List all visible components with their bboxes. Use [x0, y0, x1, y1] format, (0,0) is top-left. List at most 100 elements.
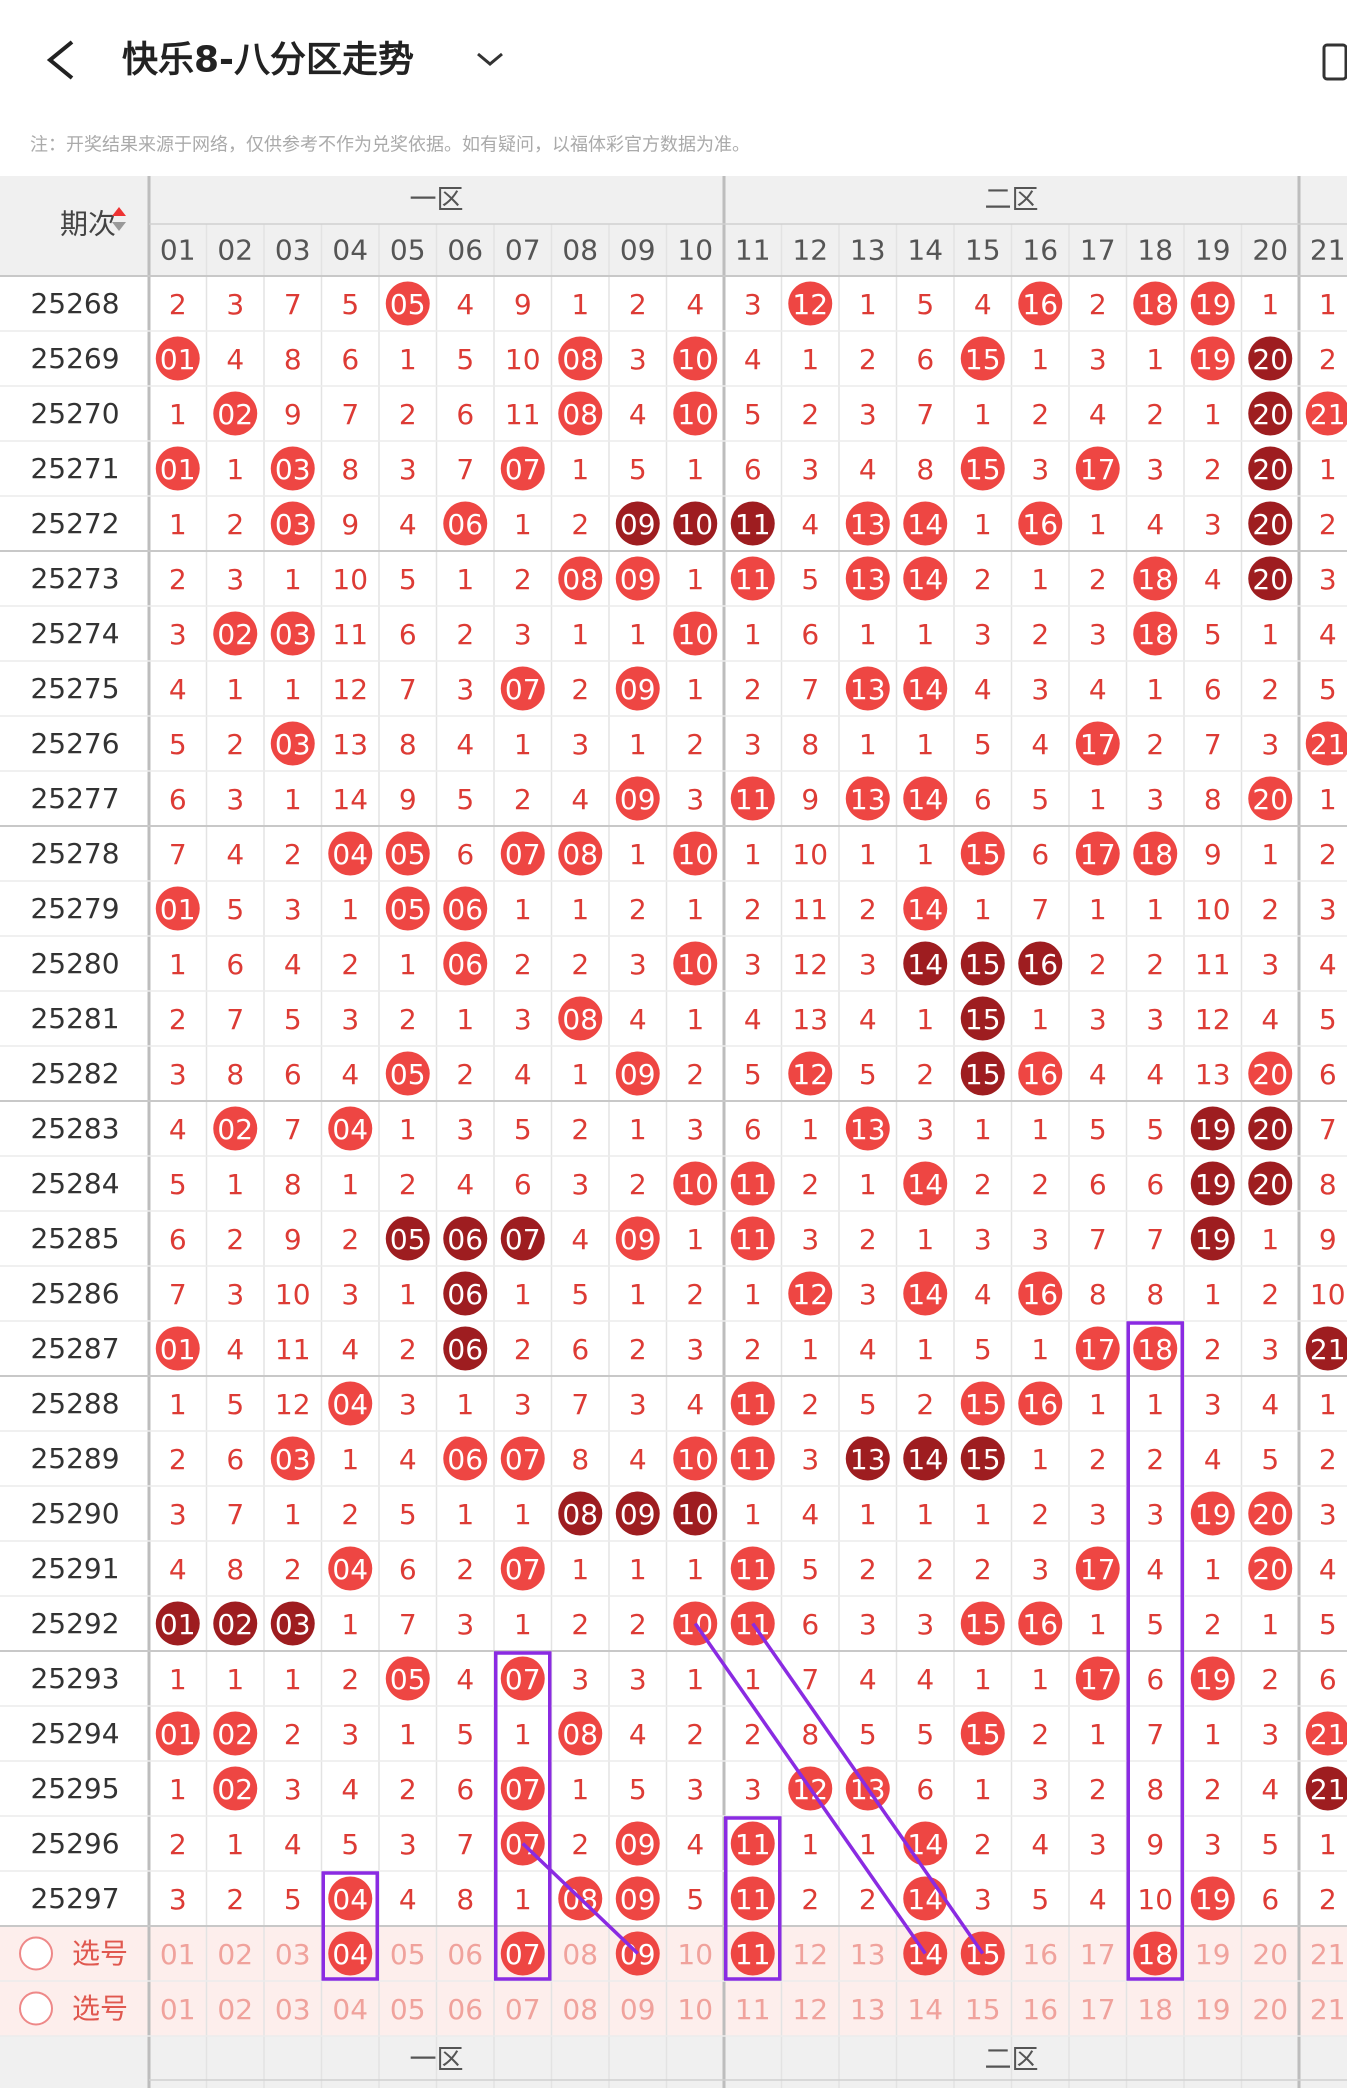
omission-number: 3 — [686, 783, 704, 816]
issue-number: 25293 — [30, 1662, 119, 1695]
omission-number: 2 — [284, 1718, 302, 1751]
ball-number: 08 — [562, 343, 598, 376]
omission-number: 3 — [974, 1883, 992, 1916]
ball-number: 15 — [965, 1938, 1001, 1971]
omission-number: 13 — [850, 1938, 886, 1971]
ball-number: 05 — [390, 1058, 426, 1091]
issue-number: 25277 — [30, 782, 119, 815]
omission-number: 3 — [1089, 1003, 1107, 1036]
issue-number: 25284 — [30, 1167, 119, 1200]
ball-number: 07 — [505, 1663, 541, 1696]
ball-number: 01 — [160, 1333, 196, 1366]
ball-number: 09 — [620, 673, 656, 706]
ball-number: 16 — [1022, 948, 1058, 981]
ball-number: 09 — [620, 1883, 656, 1916]
omission-number: 06 — [447, 1938, 483, 1971]
ball — [1190, 1106, 1235, 1151]
ball — [903, 1436, 948, 1481]
ball — [155, 336, 200, 381]
page-title[interactable]: 快乐8-八分区走势 — [122, 40, 414, 81]
omission-number: 2 — [399, 1003, 417, 1036]
omission-number: 3 — [859, 948, 877, 981]
omission-number: 3 — [1261, 1333, 1279, 1366]
omission-number: 1 — [686, 1003, 704, 1036]
omission-number: 1 — [1261, 618, 1279, 651]
omission-number: 3 — [284, 893, 302, 926]
omission-number: 2 — [801, 1883, 819, 1916]
title-dropdown[interactable] — [477, 52, 503, 66]
omission-number: 2 — [1031, 1498, 1049, 1531]
omission-number: 1 — [284, 1663, 302, 1696]
omission-number: 2 — [744, 1333, 762, 1366]
omission-number: 1 — [629, 728, 647, 761]
ball-number: 19 — [1195, 1168, 1231, 1201]
omission-number: 5 — [1031, 1883, 1049, 1916]
ball — [1133, 556, 1178, 601]
omission-number: 4 — [456, 288, 474, 321]
ball — [903, 1161, 948, 1206]
ball-number: 02 — [217, 1773, 253, 1806]
ball-number: 20 — [1252, 1113, 1288, 1146]
omission-number: 4 — [801, 1498, 819, 1531]
ball — [673, 611, 718, 656]
ball-number: 20 — [1252, 453, 1288, 486]
omission-number: 5 — [686, 1883, 704, 1916]
omission-number: 1 — [284, 783, 302, 816]
omission-number: 1 — [859, 1498, 877, 1531]
omission-number: 6 — [1319, 1663, 1337, 1696]
omission-number: 5 — [1031, 783, 1049, 816]
omission-number: 5 — [571, 1278, 589, 1311]
sort-icon[interactable] — [112, 222, 126, 231]
omission-number: 1 — [744, 1498, 762, 1531]
menu-icon[interactable] — [1322, 43, 1347, 81]
ball-number: 05 — [390, 838, 426, 871]
omission-number: 4 — [571, 783, 589, 816]
omission-number: 1 — [514, 1608, 532, 1641]
omission-number: 11 — [275, 1333, 311, 1366]
omission-number: 2 — [571, 508, 589, 541]
omission-number: 2 — [1089, 563, 1107, 596]
ball — [673, 941, 718, 986]
back-button[interactable] — [46, 40, 74, 80]
omission-number: 9 — [284, 1223, 302, 1256]
omission-number: 4 — [686, 1828, 704, 1861]
ball — [558, 336, 603, 381]
ball-number: 04 — [332, 1388, 368, 1421]
ball — [328, 831, 373, 876]
column-header: 16 — [1022, 234, 1058, 267]
omission-number: 3 — [686, 1333, 704, 1366]
omission-number: 4 — [399, 1883, 417, 1916]
ball — [1075, 1546, 1120, 1591]
omission-number: 7 — [1146, 1223, 1164, 1256]
ball — [960, 1601, 1005, 1646]
omission-number: 1 — [744, 1663, 762, 1696]
omission-number: 1 — [341, 1168, 359, 1201]
select-label[interactable]: 选号 — [72, 1937, 128, 1970]
omission-number: 3 — [1261, 728, 1279, 761]
select-radio[interactable] — [19, 1991, 53, 2026]
select-radio[interactable] — [19, 1936, 53, 1971]
ball-number: 17 — [1080, 1663, 1116, 1696]
ball — [443, 501, 488, 546]
omission-number: 1 — [571, 1058, 589, 1091]
omission-number: 11 — [332, 618, 368, 651]
ball — [730, 1161, 775, 1206]
omission-number: 20 — [1252, 1938, 1288, 1971]
omission-number: 3 — [284, 1773, 302, 1806]
column-header: 01 — [160, 234, 196, 267]
select-label[interactable]: 选号 — [72, 1992, 128, 2025]
omission-number: 2 — [859, 1883, 877, 1916]
omission-number: 3 — [859, 1608, 877, 1641]
ball — [1075, 1656, 1120, 1701]
issue-number: 25275 — [30, 672, 119, 705]
omission-number: 3 — [514, 1388, 532, 1421]
omission-number: 1 — [801, 1828, 819, 1861]
ball-number: 16 — [1022, 1608, 1058, 1641]
ball — [730, 1876, 775, 1921]
issue-number: 25294 — [30, 1717, 119, 1750]
sort-icon[interactable] — [112, 207, 126, 216]
omission-number: 01 — [160, 1993, 196, 2026]
omission-number: 1 — [1261, 1608, 1279, 1641]
omission-number: 2 — [686, 1718, 704, 1751]
ball-number: 11 — [735, 1168, 771, 1201]
